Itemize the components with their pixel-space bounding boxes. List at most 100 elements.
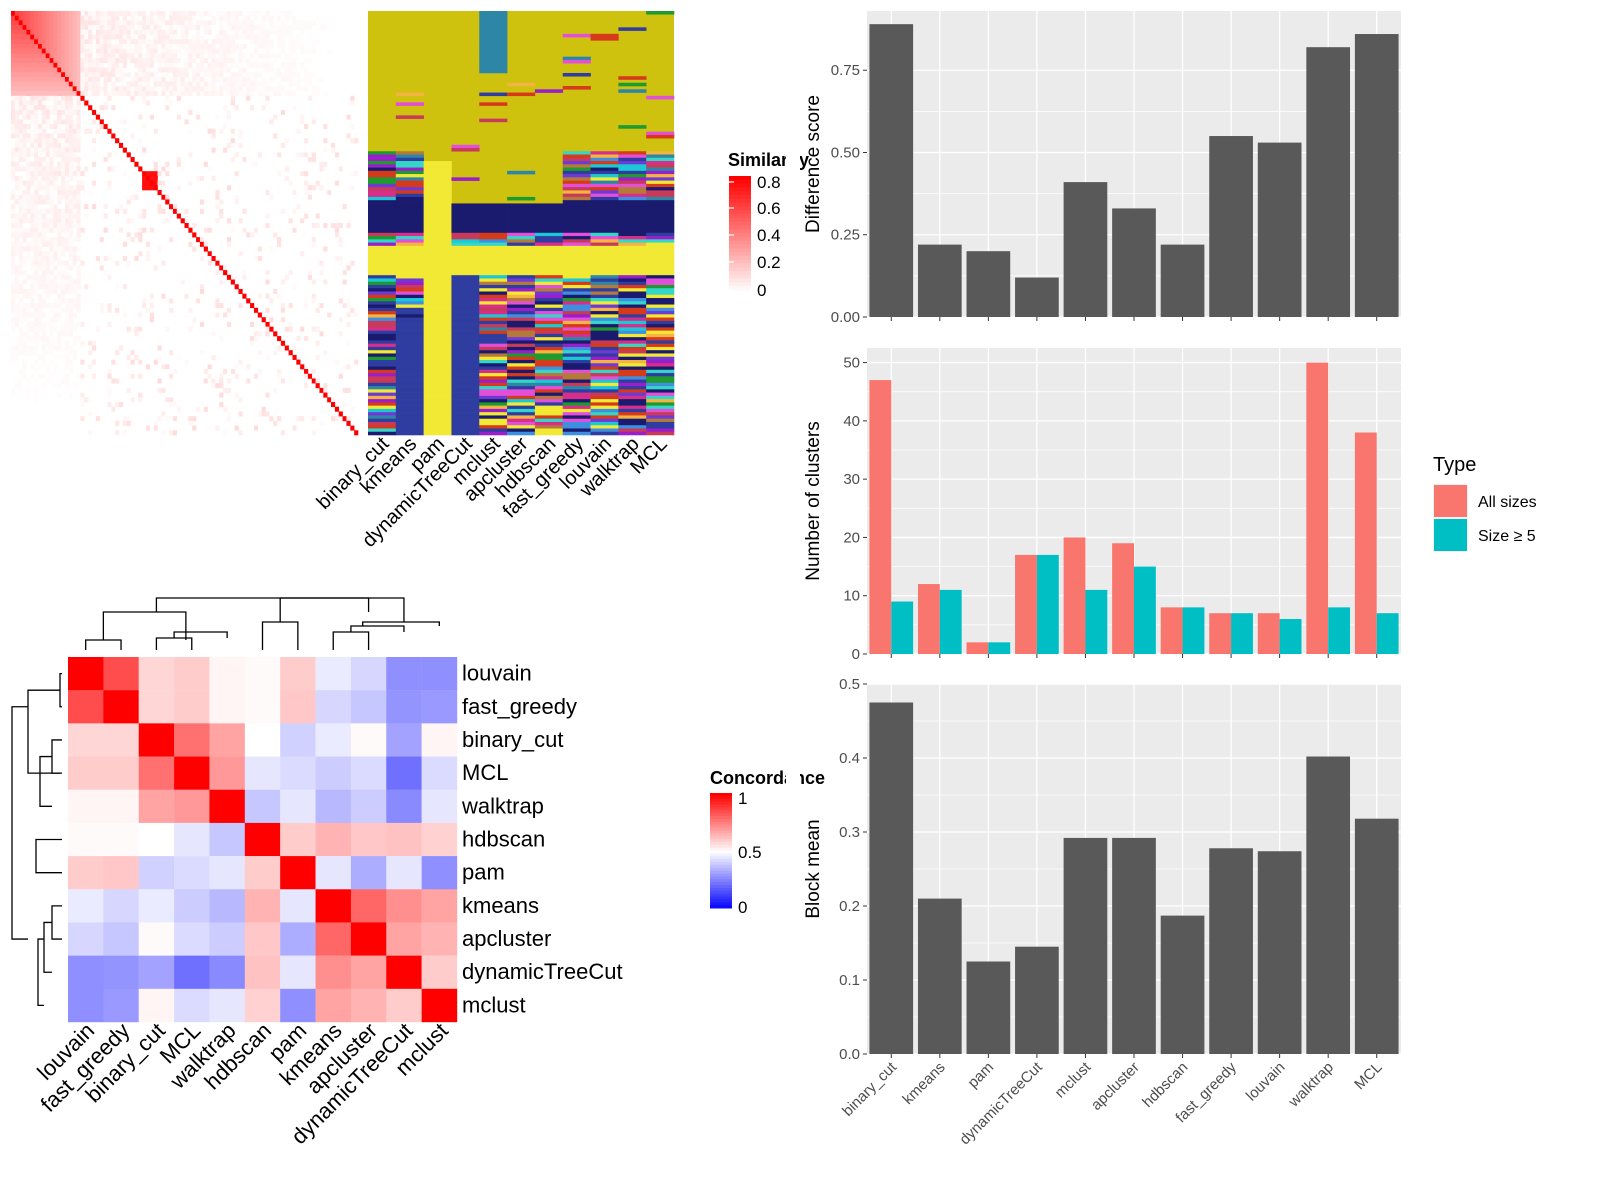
partition-cell: [423, 399, 452, 403]
similarity-cell: [253, 58, 259, 64]
similarity-cell: [280, 29, 286, 35]
similarity-cell: [68, 142, 73, 148]
similarity-cell: [22, 152, 27, 158]
concordance-legend-swatch: [710, 870, 732, 875]
partition-cell: [534, 330, 564, 335]
concordance-cell: [174, 822, 210, 857]
partition-cell: [423, 369, 452, 374]
partition-cell: [646, 200, 675, 204]
similarity-cell: [53, 147, 58, 153]
similarity-cell: [34, 303, 39, 309]
partition-cell: [479, 291, 508, 296]
similarity-cell: [41, 251, 46, 257]
similarity-cell: [149, 43, 154, 49]
partition-cell: [618, 213, 647, 217]
similarity-cell: [219, 11, 224, 17]
similarity-cell: [72, 29, 77, 35]
similarity-cell: [64, 20, 70, 26]
similarity-cell: [115, 39, 120, 45]
x-axis-tick-label: walktrap: [1285, 1059, 1337, 1111]
similarity-cell: [30, 241, 35, 247]
similarity-cell: [99, 29, 104, 35]
similarity-cell: [76, 237, 81, 243]
partition-cell: [618, 389, 647, 393]
similarity-cell: [118, 34, 124, 40]
partition-cell: [479, 20, 508, 25]
similarity-cell: [184, 25, 189, 31]
similarity-cell: [230, 15, 235, 21]
partition-cell: [618, 330, 647, 335]
similarity-cell: [323, 350, 328, 356]
similarity-cell: [41, 76, 46, 82]
similarity-cell: [45, 161, 50, 167]
similarity-cell: [26, 11, 31, 17]
partition-cell: [507, 373, 536, 377]
partition-cell: [534, 271, 564, 276]
partition-cell: [562, 59, 591, 64]
similarity-cell: [223, 312, 228, 318]
similarity-cell: [130, 359, 135, 365]
similarity-cell: [273, 67, 278, 73]
partition-cell: [368, 333, 397, 338]
partition-cell: [562, 245, 591, 250]
similarity-cell: [99, 34, 104, 40]
similarity-cell: [122, 208, 127, 214]
similarity-cell: [26, 336, 31, 342]
similarity-cell: [68, 345, 73, 351]
similarity-cell: [180, 34, 185, 40]
similarity-cell: [45, 321, 50, 327]
similarity-cell: [49, 34, 54, 40]
similarity-cell: [45, 114, 50, 120]
similarity-cell: [311, 72, 316, 78]
similarity-cell: [45, 194, 50, 200]
similarity-cell: [169, 62, 174, 68]
similarity-cell: [134, 194, 139, 200]
partition-cell: [618, 337, 647, 341]
partition-cell: [618, 324, 647, 328]
similarity-cell: [34, 204, 39, 210]
similarity-cell: [130, 15, 135, 21]
partition-cell: [479, 350, 508, 354]
similarity-cell: [169, 81, 174, 87]
similarity-legend-swatch: [729, 179, 751, 185]
similarity-cell: [11, 11, 16, 17]
similarity-cell: [68, 43, 73, 49]
similarity-cell: [257, 34, 262, 40]
similarity-cell: [64, 29, 70, 35]
similarity-cell: [11, 114, 16, 120]
similarity-cell: [277, 406, 282, 412]
similarity-cell: [261, 43, 266, 49]
similarity-cell: [157, 34, 162, 40]
similarity-cell: [64, 138, 70, 144]
similarity-cell: [265, 25, 270, 31]
similarity-cell: [288, 67, 293, 73]
similarity-cell: [68, 190, 73, 196]
similarity-cell: [169, 397, 174, 403]
similarity-cell: [72, 67, 77, 73]
similarity-cell: [145, 53, 151, 59]
similarity-cell: [37, 138, 43, 144]
similarity-cell: [265, 15, 270, 21]
concordance-row-label: mclust: [462, 992, 526, 1017]
partition-cell: [423, 389, 452, 393]
similarity-cell: [196, 39, 201, 45]
partition-cell: [590, 412, 619, 416]
similarity-cell: [45, 227, 50, 233]
similarity-cell: [346, 223, 351, 229]
similarity-cell: [45, 241, 50, 247]
similarity-cell: [72, 208, 77, 214]
partition-cell: [368, 170, 397, 175]
similarity-cell: [288, 81, 293, 87]
similarity-cell: [153, 53, 158, 59]
similarity-cell: [300, 171, 305, 177]
concordance-cell: [68, 822, 104, 857]
concordance-cell: [68, 889, 104, 923]
partition-cell: [507, 369, 536, 374]
similarity-cell: [165, 29, 170, 35]
similarity-cell: [215, 15, 220, 21]
similarity-cell: [219, 402, 224, 408]
partition-cell: [451, 363, 480, 367]
partition-cell: [479, 304, 508, 309]
y-axis-tick-label: 0.1: [839, 972, 860, 989]
similarity-cell: [149, 20, 154, 26]
